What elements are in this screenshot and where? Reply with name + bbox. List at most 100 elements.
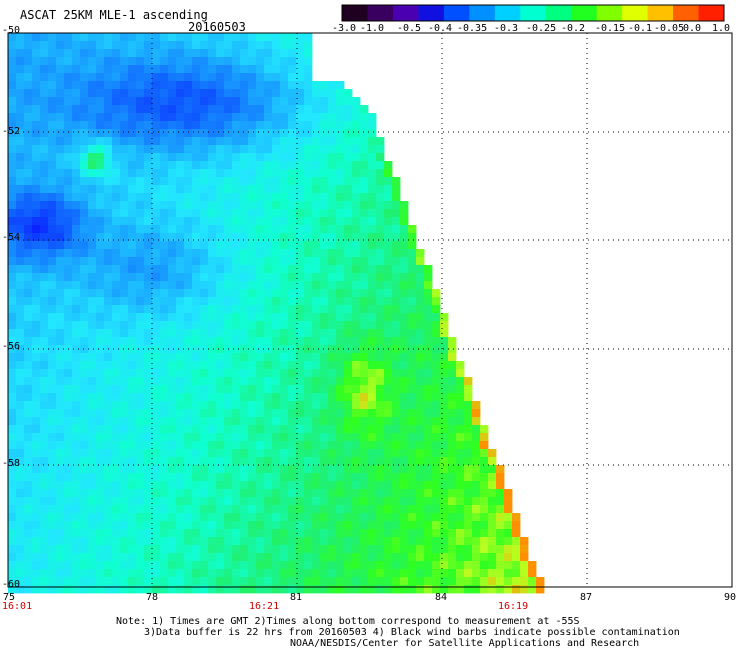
data-cell (376, 385, 385, 394)
data-cell (104, 217, 113, 226)
data-cell (304, 385, 313, 394)
data-cell (192, 249, 201, 258)
data-cell (64, 89, 73, 98)
data-cell (8, 553, 17, 562)
data-cell (352, 153, 361, 162)
data-cell (320, 329, 329, 338)
data-cell (248, 569, 257, 578)
data-cell (288, 169, 297, 178)
data-cell (112, 401, 121, 410)
data-cell (392, 441, 401, 450)
data-cell (144, 457, 153, 466)
data-cell (264, 177, 273, 186)
data-cell (312, 297, 321, 306)
data-cell (256, 521, 265, 530)
data-cell (176, 145, 185, 154)
data-cell (224, 393, 233, 402)
data-cell (384, 233, 393, 242)
data-cell (488, 449, 497, 458)
data-cell (128, 281, 137, 290)
data-cell (56, 377, 65, 386)
data-cell (304, 289, 313, 298)
data-cell (248, 209, 257, 218)
data-cell (288, 329, 297, 338)
data-cell (400, 281, 409, 290)
data-cell (176, 473, 185, 482)
data-cell (352, 297, 361, 306)
data-cell (112, 145, 121, 154)
data-cell (48, 361, 57, 370)
data-cell (424, 489, 433, 498)
data-cell (400, 409, 409, 418)
data-cell (136, 145, 145, 154)
data-cell (168, 417, 177, 426)
data-cell (224, 425, 233, 434)
data-cell (272, 529, 281, 538)
data-cell (312, 265, 321, 274)
data-cell (96, 401, 105, 410)
data-cell (160, 81, 169, 90)
data-cell (72, 73, 81, 82)
data-cell (384, 257, 393, 266)
data-cell (152, 49, 161, 58)
data-cell (336, 281, 345, 290)
data-cell (360, 577, 369, 586)
colorbar-tick-label: -0.15 (595, 23, 626, 34)
data-cell (176, 97, 185, 106)
data-cell (40, 137, 49, 146)
data-cell (288, 369, 297, 378)
data-cell (104, 521, 113, 530)
data-cell (16, 281, 25, 290)
data-cell (136, 89, 145, 98)
data-cell (384, 361, 393, 370)
data-cell (272, 137, 281, 146)
data-cell (24, 113, 33, 122)
data-cell (120, 121, 129, 130)
data-cell (176, 265, 185, 274)
data-cell (288, 489, 297, 498)
data-cell (408, 345, 417, 354)
data-cell (72, 153, 81, 162)
data-cell (80, 433, 89, 442)
data-cell (176, 209, 185, 218)
data-cell (280, 561, 289, 570)
data-cell (368, 489, 377, 498)
data-cell (240, 121, 249, 130)
data-cell (160, 169, 169, 178)
data-cell (304, 57, 313, 66)
data-cell (104, 81, 113, 90)
data-cell (8, 305, 17, 314)
data-cell (96, 129, 105, 138)
data-cell (472, 585, 481, 594)
data-cell (272, 209, 281, 218)
data-cell (48, 321, 57, 330)
data-cell (416, 521, 425, 530)
data-cell (208, 241, 217, 250)
data-cell (16, 489, 25, 498)
data-cell (240, 577, 249, 586)
data-cell (304, 497, 313, 506)
data-cell (32, 449, 41, 458)
data-cell (208, 345, 217, 354)
data-cell (232, 505, 241, 514)
data-cell (288, 81, 297, 90)
data-cell (32, 353, 41, 362)
data-cell (40, 273, 49, 282)
data-cell (256, 169, 265, 178)
data-cell (344, 561, 353, 570)
data-cell (48, 553, 57, 562)
data-cell (384, 185, 393, 194)
data-cell (72, 233, 81, 242)
map-title: ASCAT 25KM MLE-1 ascending (20, 8, 208, 22)
data-cell (224, 217, 233, 226)
data-cell (144, 169, 153, 178)
data-cell (88, 345, 97, 354)
data-cell (184, 497, 193, 506)
data-cell (368, 257, 377, 266)
data-cell (248, 185, 257, 194)
data-cell (368, 177, 377, 186)
data-cell (8, 353, 17, 362)
data-cell (512, 545, 521, 554)
data-cell (352, 161, 361, 170)
data-cell (216, 393, 225, 402)
